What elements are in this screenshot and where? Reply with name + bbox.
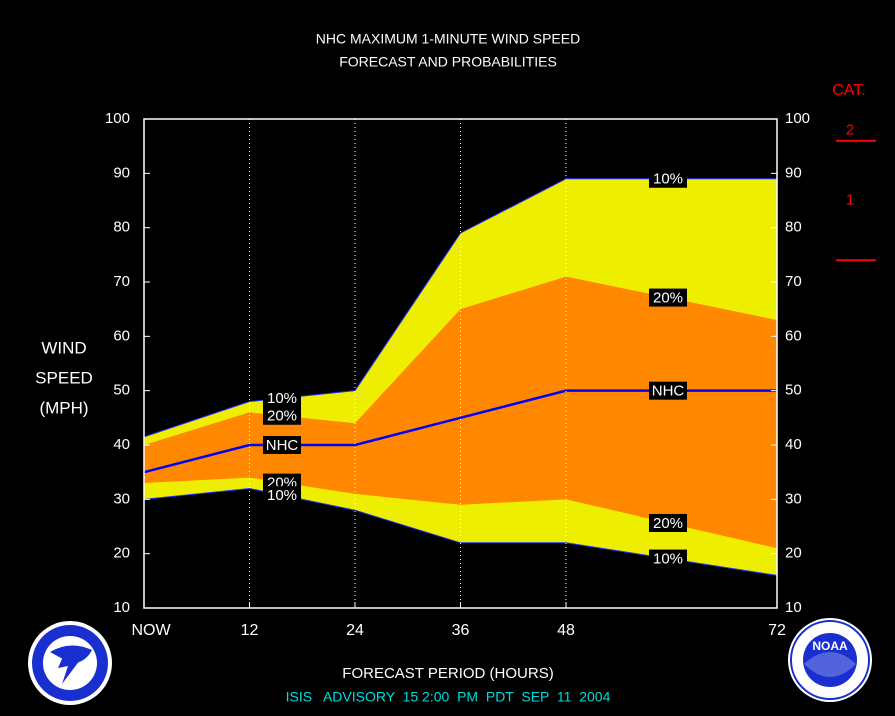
y2-tick-label: 50 <box>785 382 802 399</box>
footer: ISIS ADVISORY 15 2:00 PM PDT SEP 11 2004 <box>286 689 611 705</box>
x-tick-label: 72 <box>768 622 786 639</box>
series-label: 10% <box>267 390 297 407</box>
y-axis-label: WIND <box>41 338 86 357</box>
series-label: 20% <box>653 515 683 532</box>
category-label: 1 <box>846 191 854 208</box>
label-box <box>263 436 301 454</box>
label-box <box>649 288 687 307</box>
label-box <box>649 381 687 400</box>
y2-tick-label: 80 <box>785 219 802 236</box>
y2-tick-label: 100 <box>785 110 810 127</box>
logo-bolt <box>58 650 80 684</box>
y2-tick-label: 20 <box>785 545 802 562</box>
x-tick-label: 48 <box>557 622 575 639</box>
y-axis-label: SPEED <box>35 368 93 387</box>
y-tick-label: 50 <box>113 382 130 399</box>
series-label: 20% <box>267 408 297 425</box>
forecast-line <box>143 389 777 474</box>
x-tick-label: NOW <box>131 622 171 639</box>
y-tick-label: 90 <box>113 164 130 181</box>
x-axis-label: FORECAST PERIOD (HOURS) <box>342 665 553 682</box>
category-title: CAT. <box>832 82 865 99</box>
x-tick-label: 12 <box>241 622 259 639</box>
y2-tick-label: 40 <box>785 436 802 453</box>
label-box <box>649 513 687 532</box>
label-box <box>263 486 301 505</box>
y2-tick-label: 60 <box>785 327 802 344</box>
series-label: NHC <box>266 437 299 454</box>
y-tick-label: 30 <box>113 490 130 507</box>
logo-wave <box>804 652 856 677</box>
y-tick-label: 80 <box>113 219 130 236</box>
y-axis-label: (MPH) <box>39 398 88 417</box>
y2-tick-label: 10 <box>785 599 802 616</box>
label-box <box>263 389 301 408</box>
category-label: 2 <box>846 122 854 139</box>
nws-logo <box>28 621 112 705</box>
y-tick-label: 60 <box>113 327 130 344</box>
series-label: 10% <box>653 551 683 568</box>
series-label: 20% <box>653 290 683 307</box>
y-tick-label: 100 <box>105 110 130 127</box>
chart-title: NHC MAXIMUM 1-MINUTE WIND SPEED <box>316 31 580 47</box>
x-tick-label: 24 <box>346 622 364 639</box>
y2-tick-label: 30 <box>785 490 802 507</box>
logo-center <box>803 633 857 687</box>
logo-ring <box>790 620 870 700</box>
y2-tick-label: 90 <box>785 164 802 181</box>
y-tick-label: 70 <box>113 273 130 290</box>
probability-band <box>144 276 777 549</box>
series-label: 10% <box>267 487 297 504</box>
y-tick-label: 40 <box>113 436 130 453</box>
series-label: 10% <box>653 171 683 188</box>
chart-subtitle: FORECAST AND PROBABILITIES <box>339 54 557 70</box>
series-label: NHC <box>652 383 685 400</box>
label-box <box>649 549 687 568</box>
y-tick-label: 20 <box>113 545 130 562</box>
y2-tick-label: 70 <box>785 273 802 290</box>
noaa-logo: NOAA <box>788 618 872 702</box>
x-tick-label: 36 <box>452 622 470 639</box>
y-tick-label: 10 <box>113 599 130 616</box>
label-box <box>649 169 687 188</box>
label-box <box>263 406 301 425</box>
logo-text: NOAA <box>812 639 848 653</box>
